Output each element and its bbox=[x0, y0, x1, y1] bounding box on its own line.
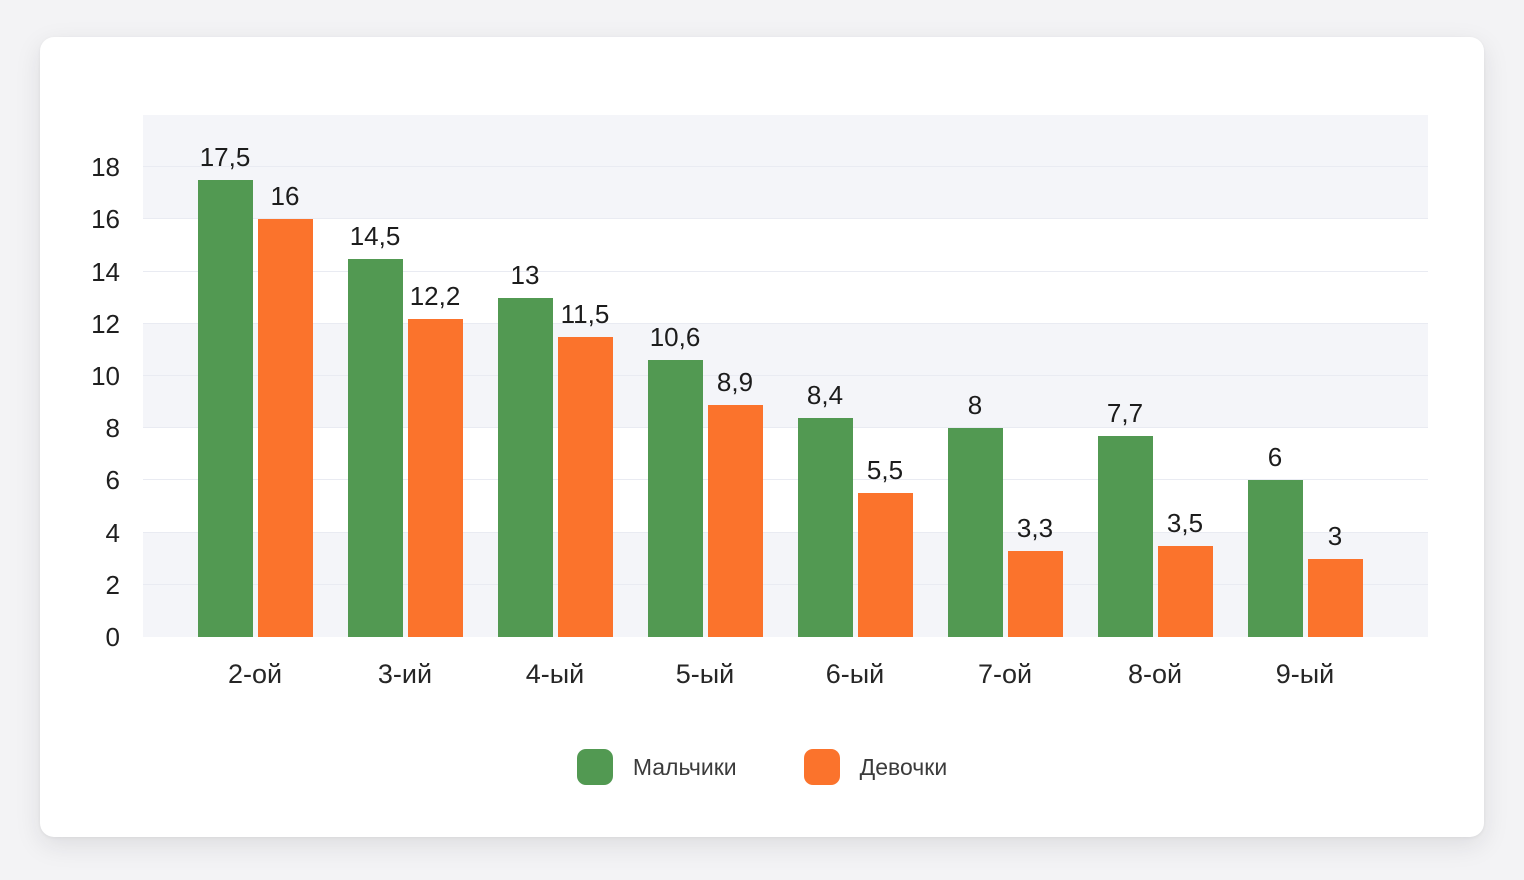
y-axis-tick-label: 18 bbox=[91, 152, 120, 183]
bar-boys bbox=[497, 297, 553, 637]
gridline bbox=[143, 531, 1428, 533]
gridline bbox=[143, 583, 1428, 585]
bar-wrap: 8,9 bbox=[707, 115, 763, 637]
bar-group: 8 3,3 bbox=[930, 115, 1080, 637]
y-axis-tick-label: 2 bbox=[105, 569, 120, 600]
x-axis-category-label: 2-ой bbox=[227, 659, 283, 689]
bar-value-label: 13 bbox=[510, 259, 540, 290]
legend-label: Мальчики bbox=[632, 753, 737, 780]
legend-item-boys: Мальчики bbox=[576, 749, 737, 785]
bar-value-label: 5,5 bbox=[866, 455, 904, 486]
bar-value-label: 16 bbox=[270, 181, 300, 212]
bar-boys bbox=[647, 360, 703, 637]
bar-girls bbox=[257, 219, 313, 637]
bar-group: 8,4 5,5 bbox=[780, 115, 930, 637]
bar-value-label: 17,5 bbox=[199, 142, 251, 173]
legend-swatch-girls bbox=[803, 749, 840, 785]
legend: Мальчики Девочки bbox=[40, 749, 1484, 785]
bar-wrap: 17,5 bbox=[197, 115, 253, 637]
bar-value-label: 8 bbox=[967, 390, 983, 421]
bar-value-label: 7,7 bbox=[1106, 398, 1144, 429]
gridline bbox=[143, 270, 1428, 272]
y-axis-tick-label: 14 bbox=[91, 256, 120, 287]
x-axis: 2-ой 3-ий 4-ый 5-ый 6-ый 7-ой 8-ой 9-ый bbox=[143, 659, 1428, 690]
plot-area: 17,5 16 14,5 12,2 13 11,5 10,6 8,9 8,4 5,5 8 3,3 7,7… bbox=[143, 115, 1428, 637]
bar-boys bbox=[797, 417, 853, 637]
gridline bbox=[143, 322, 1428, 324]
bar-girls bbox=[707, 404, 763, 637]
bar-value-label: 3,5 bbox=[1166, 507, 1204, 538]
gridline bbox=[143, 427, 1428, 429]
gridline bbox=[143, 479, 1428, 481]
legend-swatch-boys bbox=[576, 749, 613, 785]
gridline bbox=[143, 166, 1428, 168]
x-axis-category-label: 4-ый bbox=[525, 659, 585, 689]
bar-wrap: 14,5 bbox=[347, 115, 403, 637]
legend-item-girls: Девочки bbox=[803, 749, 948, 785]
bar-value-label: 11,5 bbox=[560, 298, 610, 329]
bar-groups: 17,5 16 14,5 12,2 13 11,5 10,6 8,9 8,4 5,5 8 3,3 7,7… bbox=[143, 115, 1428, 637]
y-axis-tick-label: 0 bbox=[105, 622, 120, 652]
bar-value-label: 8,9 bbox=[716, 366, 754, 397]
bar-girls bbox=[1007, 550, 1063, 637]
bar-boys bbox=[197, 180, 253, 637]
x-axis-category-label: 3-ий bbox=[377, 659, 433, 689]
bar-wrap: 13 bbox=[497, 115, 553, 637]
bar-girls bbox=[557, 336, 613, 637]
bar-girls bbox=[857, 493, 913, 637]
bar-boys bbox=[347, 258, 403, 637]
bar-group: 7,7 3,5 bbox=[1080, 115, 1230, 637]
x-axis-category-label: 5-ый bbox=[675, 659, 735, 689]
y-axis-tick-label: 8 bbox=[105, 413, 120, 444]
bar-wrap: 16 bbox=[257, 115, 313, 637]
bar-girls bbox=[1157, 545, 1213, 637]
bar-group: 17,5 16 bbox=[180, 115, 330, 637]
y-axis: 0 2 4 6 8 10 12 14 16 18 bbox=[40, 115, 125, 650]
x-axis-category-label: 7-ой bbox=[977, 659, 1033, 689]
x-axis-category-label: 8-ой bbox=[1127, 659, 1183, 689]
y-axis-tick-label: 16 bbox=[91, 204, 120, 235]
y-axis-tick-label: 10 bbox=[91, 361, 120, 391]
legend-label: Девочки bbox=[859, 753, 948, 780]
x-axis-category-label: 9-ый bbox=[1275, 659, 1335, 689]
gridline bbox=[143, 375, 1428, 376]
bar-wrap: 7,7 bbox=[1097, 115, 1153, 637]
chart-card: 0 2 4 6 8 10 12 14 16 18 17,5 16 14,5 12,2 13 11,5 10,6… bbox=[40, 37, 1484, 837]
bar-value-label: 14,5 bbox=[349, 220, 401, 251]
plot-band bbox=[143, 115, 1428, 220]
bar-value-label: 3 bbox=[1327, 520, 1343, 551]
bar-wrap: 3 bbox=[1307, 115, 1363, 637]
bar-wrap: 3,5 bbox=[1157, 115, 1213, 637]
bar-group: 14,5 12,2 bbox=[330, 115, 480, 637]
bar-group: 10,6 8,9 bbox=[630, 115, 780, 637]
bar-group: 13 11,5 bbox=[480, 115, 630, 637]
bar-wrap: 5,5 bbox=[857, 115, 913, 637]
bar-wrap: 12,2 bbox=[407, 115, 463, 637]
bar-girls bbox=[1307, 558, 1363, 637]
bar-wrap: 8,4 bbox=[797, 115, 853, 637]
bar-value-label: 6 bbox=[1267, 442, 1283, 473]
y-axis-tick-label: 4 bbox=[105, 517, 120, 548]
y-axis-tick-label: 6 bbox=[105, 465, 120, 496]
bar-boys bbox=[947, 428, 1003, 637]
x-axis-category-label: 6-ый bbox=[825, 659, 885, 689]
bar-value-label: 12,2 bbox=[409, 280, 461, 311]
bar-wrap: 6 bbox=[1247, 115, 1303, 637]
bar-boys bbox=[1097, 436, 1153, 637]
bar-wrap: 8 bbox=[947, 115, 1003, 637]
bar-value-label: 8,4 bbox=[806, 379, 844, 410]
bar-wrap: 3,3 bbox=[1007, 115, 1063, 637]
y-axis-tick-label: 12 bbox=[91, 308, 120, 339]
bar-boys bbox=[1247, 480, 1303, 637]
bar-wrap: 11,5 bbox=[557, 115, 613, 637]
gridline bbox=[143, 218, 1428, 220]
bar-value-label: 3,3 bbox=[1016, 512, 1054, 543]
bar-girls bbox=[407, 318, 463, 637]
bar-wrap: 10,6 bbox=[647, 115, 703, 637]
bar-value-label: 10,6 bbox=[649, 322, 701, 353]
